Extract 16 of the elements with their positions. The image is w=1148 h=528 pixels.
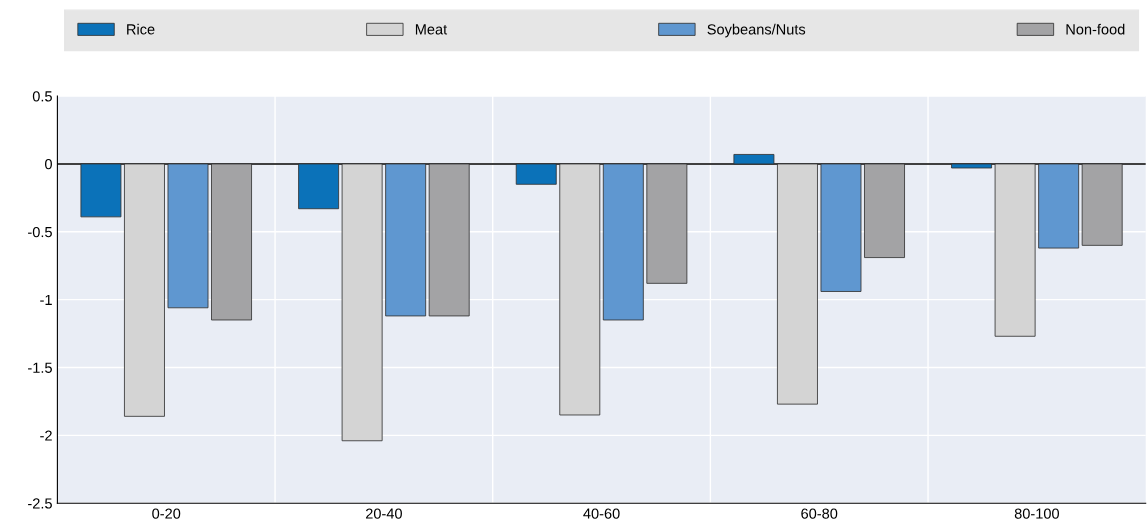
- y-tick-label: 0: [45, 159, 52, 170]
- x-tick-label: 40-60: [583, 508, 620, 519]
- legend-label: Soybeans/Nuts: [707, 23, 806, 38]
- y-tick-label: -2.5: [28, 498, 52, 509]
- y-tick-label: -0.5: [28, 226, 52, 238]
- legend-label: Non-food: [1066, 23, 1125, 35]
- y-tick-label: -1: [40, 294, 52, 305]
- x-tick-label: 80-100: [1014, 508, 1060, 519]
- x-tick-label: 60-80: [801, 508, 838, 519]
- legend-label: Rice: [127, 23, 155, 35]
- y-tick-label: -2: [40, 430, 52, 441]
- y-tick-label: 0.5: [32, 91, 52, 102]
- y-tick-label: -1.5: [28, 362, 52, 373]
- x-tick-label: 20-40: [365, 508, 402, 519]
- x-tick-label: 0-20: [152, 508, 181, 519]
- legend-label: Meat: [415, 24, 448, 35]
